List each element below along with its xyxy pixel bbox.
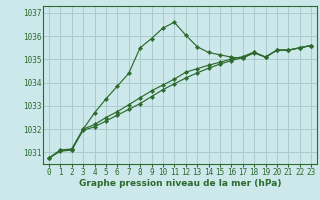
X-axis label: Graphe pression niveau de la mer (hPa): Graphe pression niveau de la mer (hPa) — [79, 179, 281, 188]
